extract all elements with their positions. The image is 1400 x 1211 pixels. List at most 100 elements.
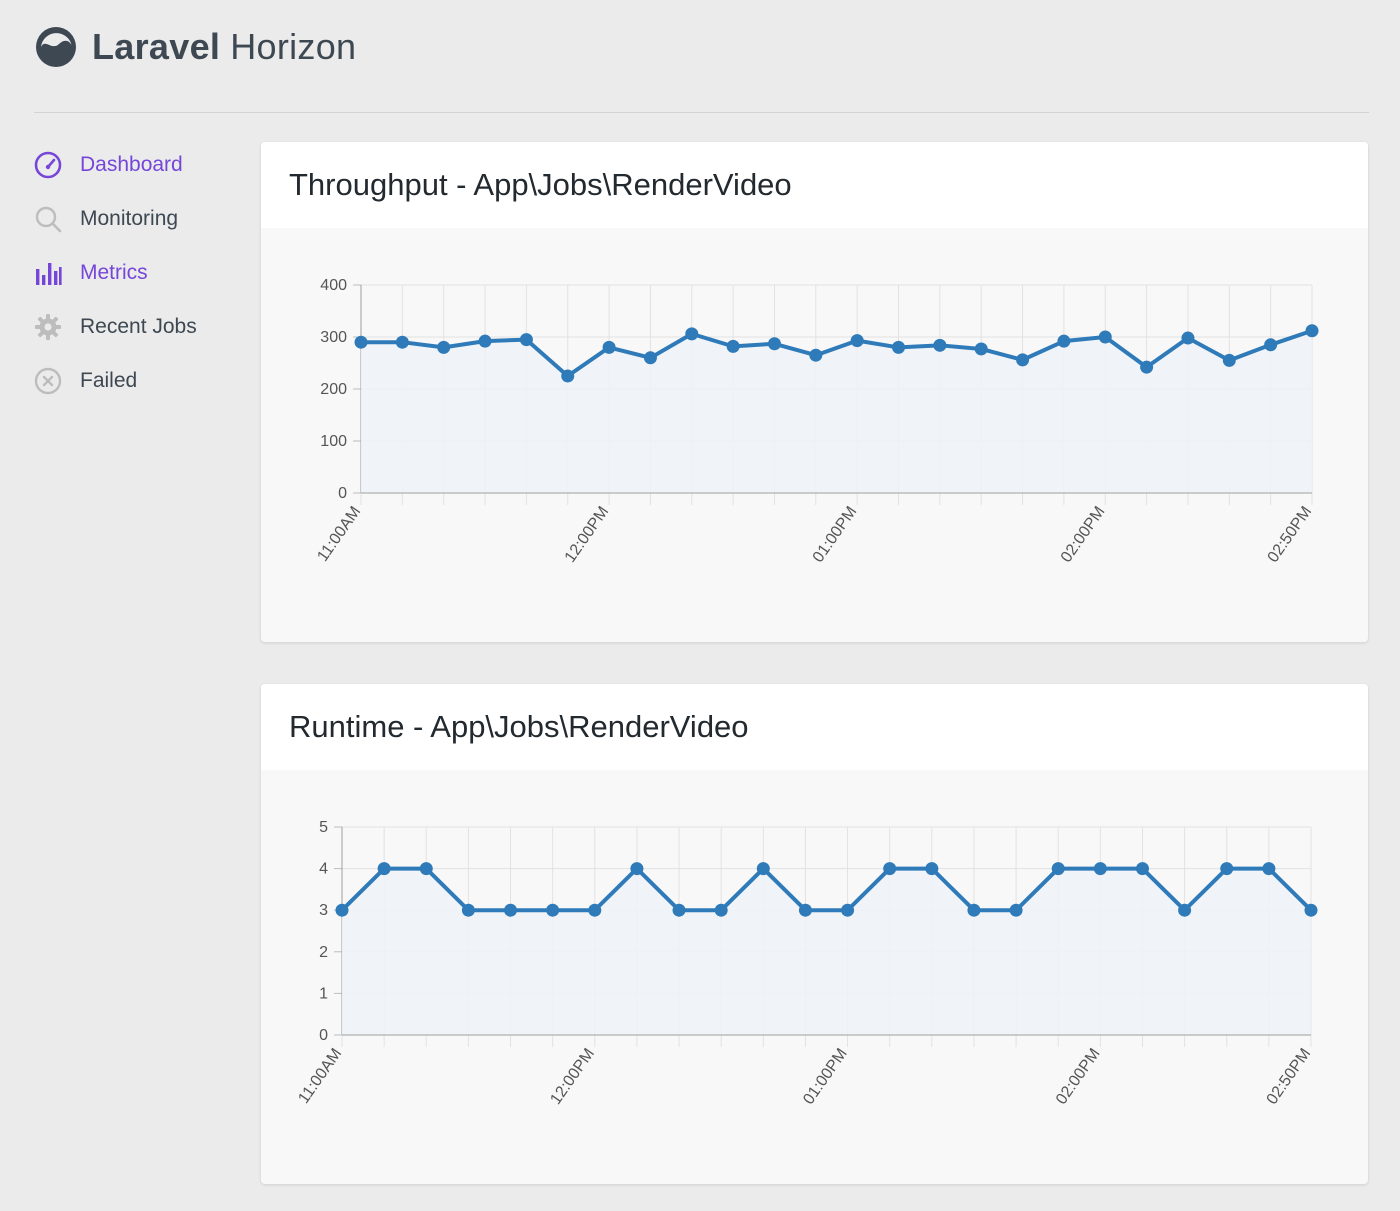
- data-point: [714, 903, 728, 917]
- data-point: [437, 340, 451, 354]
- data-point: [925, 862, 939, 876]
- data-point: [933, 338, 947, 352]
- data-point: [967, 903, 981, 917]
- x-tick-label: 01:00PM: [810, 504, 861, 566]
- data-point: [756, 862, 770, 876]
- series-area: [361, 330, 1312, 493]
- data-point: [461, 903, 475, 917]
- x-tick-label: 01:00PM: [800, 1046, 851, 1108]
- data-point: [1009, 903, 1023, 917]
- app-name-bold: Laravel: [92, 26, 221, 67]
- data-point: [892, 340, 906, 354]
- data-point: [809, 348, 823, 362]
- data-point: [643, 351, 657, 365]
- y-tick-label: 1: [319, 985, 328, 1002]
- data-point: [767, 337, 781, 351]
- throughput-card-header: Throughput - App\Jobs\RenderVideo: [261, 142, 1368, 228]
- app-name-light: Horizon: [230, 26, 357, 67]
- app-title: Laravel Horizon: [92, 26, 356, 68]
- runtime-card: Runtime - App\Jobs\RenderVideo 0 1 2 3 4 5 11:…: [261, 684, 1368, 1184]
- data-point: [1220, 862, 1234, 876]
- data-point: [1304, 903, 1318, 917]
- data-point: [630, 862, 644, 876]
- data-point: [395, 335, 409, 349]
- data-point: [1264, 338, 1278, 352]
- data-point: [850, 334, 864, 348]
- y-tick-label: 0: [319, 1027, 328, 1044]
- data-point: [519, 333, 533, 347]
- sidebar-item-label: Metrics: [80, 261, 148, 284]
- data-point: [1181, 331, 1195, 345]
- bar-chart-icon: [34, 259, 62, 287]
- data-point: [377, 862, 391, 876]
- data-point: [419, 862, 433, 876]
- runtime-title: Runtime - App\Jobs\RenderVideo: [289, 709, 749, 744]
- y-tick-label: 400: [320, 277, 347, 294]
- data-point: [1016, 353, 1030, 367]
- data-point: [1135, 862, 1149, 876]
- header-divider: [34, 112, 1369, 113]
- sidebar-item-failed[interactable]: Failed: [34, 354, 234, 408]
- sidebar-nav: Dashboard Monitoring Metrics: [34, 138, 234, 408]
- x-tick-label: 11:00AM: [314, 504, 364, 565]
- data-point: [1057, 334, 1071, 348]
- data-point: [798, 903, 812, 917]
- data-point: [974, 342, 988, 356]
- x-circle-icon: [34, 367, 62, 395]
- sidebar-item-label: Failed: [80, 369, 138, 392]
- y-tick-label: 4: [319, 861, 328, 878]
- x-tick-label: 12:00PM: [562, 504, 613, 566]
- sidebar-item-dashboard[interactable]: Dashboard: [34, 138, 234, 192]
- data-point: [1305, 324, 1319, 338]
- data-point: [1093, 862, 1107, 876]
- data-point: [546, 903, 560, 917]
- x-tick-label: 02:00PM: [1058, 504, 1109, 566]
- x-tick-label: 02:50PM: [1264, 1046, 1315, 1108]
- gauge-icon: [34, 151, 62, 179]
- data-point: [685, 327, 699, 341]
- sidebar-item-monitoring[interactable]: Monitoring: [34, 192, 234, 246]
- gear-icon: [34, 313, 62, 341]
- sidebar-item-label: Dashboard: [80, 153, 183, 176]
- x-tick-label: 12:00PM: [547, 1046, 598, 1108]
- x-tick-label: 02:50PM: [1265, 504, 1316, 566]
- data-point: [1262, 862, 1276, 876]
- search-icon: [34, 205, 62, 233]
- data-point: [841, 903, 855, 917]
- data-point: [1222, 353, 1236, 367]
- sidebar-item-recent-jobs[interactable]: Recent Jobs: [34, 300, 234, 354]
- y-tick-label: 0: [338, 485, 347, 502]
- series-area: [342, 868, 1311, 1035]
- data-point: [602, 340, 616, 354]
- data-point: [478, 334, 492, 348]
- data-point: [354, 335, 368, 349]
- data-point: [504, 903, 518, 917]
- data-point: [1098, 330, 1112, 344]
- data-point: [726, 339, 740, 353]
- throughput-title: Throughput - App\Jobs\RenderVideo: [289, 167, 792, 202]
- data-point: [1178, 903, 1192, 917]
- sidebar-item-metrics[interactable]: Metrics: [34, 246, 234, 300]
- y-tick-label: 5: [319, 819, 328, 836]
- data-point: [1051, 862, 1065, 876]
- x-tick-label: 02:00PM: [1053, 1046, 1104, 1108]
- y-tick-label: 300: [320, 329, 347, 346]
- runtime-card-header: Runtime - App\Jobs\RenderVideo: [261, 684, 1368, 770]
- data-point: [883, 862, 897, 876]
- sidebar-item-label: Monitoring: [80, 207, 179, 230]
- y-tick-label: 200: [320, 381, 347, 398]
- data-point: [588, 903, 602, 917]
- sidebar-item-label: Recent Jobs: [80, 315, 197, 338]
- y-tick-label: 3: [319, 902, 328, 919]
- series-line: [361, 328, 1313, 378]
- app-header: Laravel Horizon: [34, 22, 356, 72]
- horizon-logo-icon[interactable]: [34, 25, 78, 69]
- series-line: [340, 866, 1313, 913]
- data-point: [672, 903, 686, 917]
- y-tick-label: 2: [319, 944, 328, 961]
- data-point: [335, 903, 349, 917]
- throughput-card: Throughput - App\Jobs\RenderVideo 0 100 20…: [261, 142, 1368, 642]
- x-tick-label: 11:00AM: [295, 1046, 345, 1107]
- y-tick-label: 100: [320, 433, 347, 450]
- data-point: [1140, 360, 1154, 374]
